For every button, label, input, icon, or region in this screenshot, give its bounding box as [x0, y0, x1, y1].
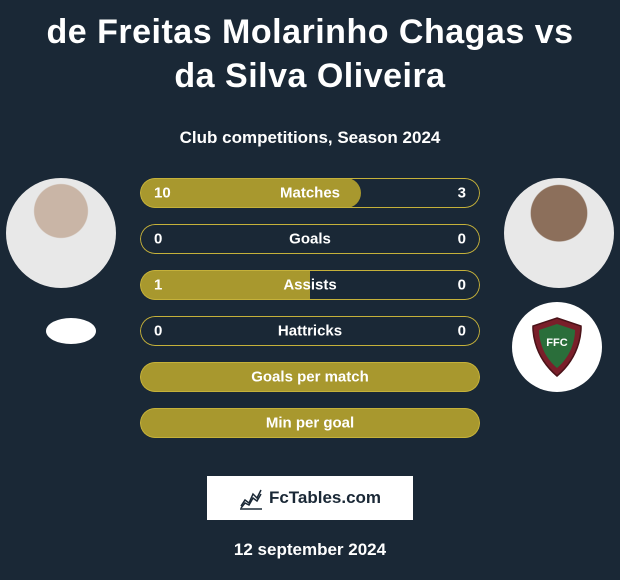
- stat-row: 0 0 Hattricks: [140, 316, 480, 346]
- player-left-avatar: [6, 178, 116, 288]
- stat-label: Hattricks: [278, 323, 342, 340]
- stat-row: Min per goal: [140, 408, 480, 438]
- stat-row: 10 3 Matches: [140, 178, 480, 208]
- club-left-logo: [46, 318, 96, 344]
- stat-value-left: 10: [154, 185, 171, 202]
- stat-row: 0 0 Goals: [140, 224, 480, 254]
- stat-value-right: 3: [458, 185, 466, 202]
- stat-value-right: 0: [458, 277, 466, 294]
- stat-label: Goals per match: [251, 369, 369, 386]
- branding-text: FcTables.com: [269, 488, 381, 508]
- comparison-area: FFC 103Matches00Goals10Assists00Hattrick…: [0, 178, 620, 458]
- stat-value-left: 0: [154, 231, 162, 248]
- svg-text:FFC: FFC: [546, 337, 567, 349]
- season-subtitle: Club competitions, Season 2024: [0, 128, 620, 148]
- stat-label: Assists: [283, 277, 336, 294]
- stat-row: 1 0 Assists: [140, 270, 480, 300]
- stat-value-left: 0: [154, 323, 162, 340]
- stat-row: Goals per match: [140, 362, 480, 392]
- date-label: 12 september 2024: [0, 540, 620, 560]
- stat-label: Min per goal: [266, 415, 354, 432]
- branding-badge: FcTables.com: [207, 476, 413, 520]
- bar-outline-left: [140, 224, 310, 254]
- stat-value-left: 1: [154, 277, 162, 294]
- bar-outline-right: [310, 224, 480, 254]
- chart-icon: [239, 486, 263, 510]
- stat-label: Goals: [289, 231, 331, 248]
- player-right-avatar: [504, 178, 614, 288]
- page-title: de Freitas Molarinho Chagas vs da Silva …: [0, 0, 620, 102]
- stat-value-right: 0: [458, 231, 466, 248]
- stat-label: Matches: [280, 185, 340, 202]
- club-right-logo: FFC: [512, 302, 602, 392]
- stats-bars: 103Matches00Goals10Assists00HattricksGoa…: [140, 178, 480, 454]
- shield-icon: FFC: [529, 316, 585, 378]
- stat-value-right: 0: [458, 323, 466, 340]
